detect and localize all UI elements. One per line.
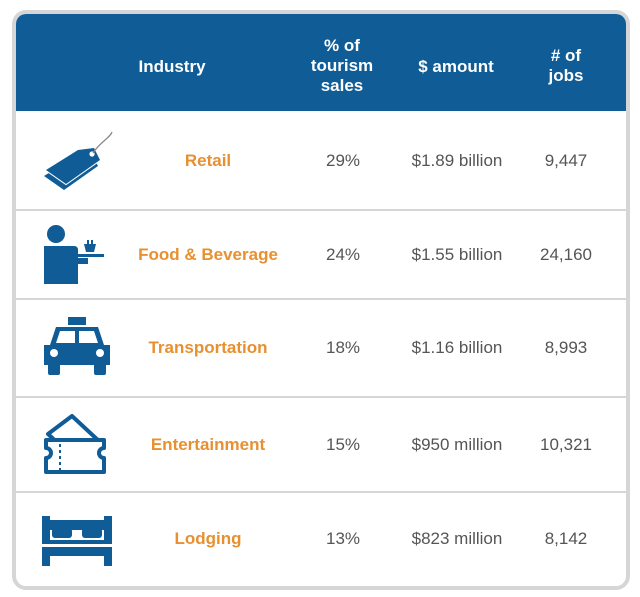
dollar-amount: $823 million [411, 529, 503, 548]
industry-name: Lodging [174, 529, 242, 548]
waiter-icon [38, 222, 116, 288]
percent-of-sales: 15% [325, 434, 361, 454]
header-percent-line-3: sales [320, 76, 364, 95]
percent-of-sales: 13% [325, 529, 361, 548]
header-amount: $ amount [418, 57, 494, 76]
percent-of-sales: 18% [325, 338, 361, 357]
row-divider [16, 209, 626, 211]
tickets-icon [38, 412, 116, 478]
header-industry: Industry [138, 57, 206, 76]
jobs-count: 9,447 [544, 150, 588, 170]
jobs-count: 8,993 [544, 338, 588, 357]
row-divider [16, 298, 626, 300]
header-percent-of-sales: % of tourism sales [300, 36, 384, 96]
percent-of-sales: 29% [325, 150, 361, 170]
table-row: Food & Beverage 24% $1.55 billion 24,160 [16, 210, 626, 299]
price-tag-icon [38, 128, 116, 194]
header-percent-line-1: % of [324, 36, 360, 55]
table-row: Transportation 18% $1.16 billion 8,993 [16, 299, 626, 397]
bed-icon [38, 506, 116, 572]
dollar-amount: $1.89 billion [411, 150, 503, 170]
jobs-count: 10,321 [540, 434, 592, 454]
header-jobs: # of jobs [526, 46, 606, 86]
row-divider [16, 396, 626, 398]
dollar-amount: $950 million [411, 434, 503, 454]
header-percent-line-2: tourism [310, 56, 374, 75]
table-row: Lodging 13% $823 million 8,142 [16, 492, 626, 586]
industry-name: Transportation [148, 338, 268, 357]
table-header: Industry % of tourism sales $ amount # o… [16, 14, 626, 111]
industry-name: Entertainment [150, 434, 266, 454]
industry-name: Food & Beverage [138, 244, 278, 264]
jobs-count: 24,160 [540, 244, 592, 264]
table-frame: Industry % of tourism sales $ amount # o… [12, 10, 630, 590]
row-divider [16, 491, 626, 493]
dollar-amount: $1.16 billion [411, 338, 503, 357]
industry-name: Retail [184, 150, 232, 170]
percent-of-sales: 24% [325, 244, 361, 264]
jobs-count: 8,142 [544, 529, 588, 548]
header-jobs-line-2: jobs [548, 66, 584, 85]
header-jobs-line-1: # of [550, 46, 582, 65]
taxi-icon [38, 315, 116, 381]
dollar-amount: $1.55 billion [411, 244, 503, 264]
table-row: Entertainment 15% $950 million 10,321 [16, 397, 626, 492]
table-row: Retail 29% $1.89 billion 9,447 [16, 111, 626, 210]
